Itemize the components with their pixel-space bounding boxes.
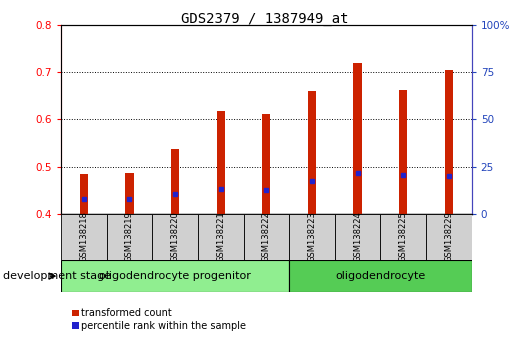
Text: GSM138223: GSM138223 xyxy=(307,211,316,262)
Bar xyxy=(426,214,472,260)
Bar xyxy=(61,260,289,292)
Text: percentile rank within the sample: percentile rank within the sample xyxy=(81,321,246,331)
Text: GSM138221: GSM138221 xyxy=(216,211,225,262)
Bar xyxy=(289,260,472,292)
Text: GSM138218: GSM138218 xyxy=(80,211,89,262)
Bar xyxy=(308,91,316,214)
Bar xyxy=(399,90,408,214)
Bar xyxy=(125,173,134,214)
Bar xyxy=(61,214,107,260)
Bar xyxy=(107,214,152,260)
Text: GSM138224: GSM138224 xyxy=(353,211,362,262)
Bar xyxy=(152,214,198,260)
Text: GSM138225: GSM138225 xyxy=(399,211,408,262)
Bar xyxy=(289,214,335,260)
Text: GSM138220: GSM138220 xyxy=(171,211,180,262)
Text: oligodendrocyte: oligodendrocyte xyxy=(335,271,426,281)
Bar xyxy=(445,70,453,214)
Bar xyxy=(198,214,243,260)
Bar xyxy=(171,149,179,214)
Text: GSM138219: GSM138219 xyxy=(125,211,134,262)
Text: transformed count: transformed count xyxy=(81,308,172,318)
Bar xyxy=(217,112,225,214)
Bar xyxy=(80,174,88,214)
Bar xyxy=(243,214,289,260)
Text: GSM138229: GSM138229 xyxy=(444,211,453,262)
Bar xyxy=(381,214,426,260)
Text: development stage: development stage xyxy=(3,271,111,281)
Bar xyxy=(335,214,381,260)
Text: oligodendrocyte progenitor: oligodendrocyte progenitor xyxy=(99,271,251,281)
Text: GDS2379 / 1387949_at: GDS2379 / 1387949_at xyxy=(181,12,349,27)
Bar xyxy=(262,114,270,214)
Bar xyxy=(354,63,361,214)
Text: GSM138222: GSM138222 xyxy=(262,211,271,262)
